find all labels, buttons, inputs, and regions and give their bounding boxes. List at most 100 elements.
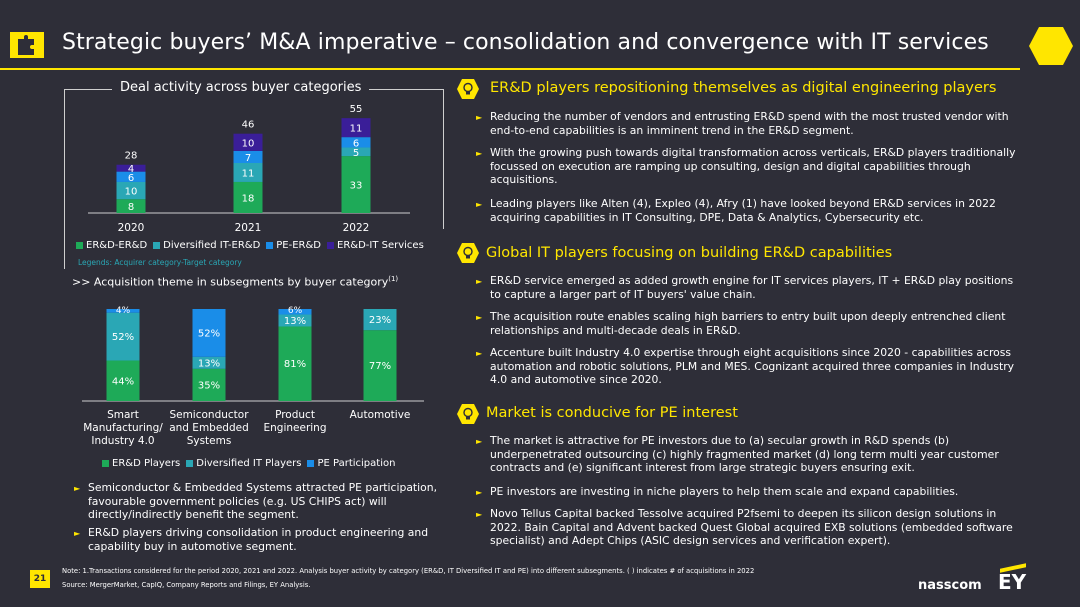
x-tick-label: Systems bbox=[187, 435, 232, 447]
x-tick-label: Semiconductor bbox=[169, 409, 249, 421]
bar-segment bbox=[278, 314, 312, 327]
bar-segment bbox=[278, 326, 312, 401]
bullet-text: PE investors are investing in niche play… bbox=[490, 485, 959, 498]
legend-label: PE-ER&D bbox=[276, 240, 322, 251]
bar-segment bbox=[341, 156, 371, 213]
header-divider bbox=[0, 68, 1020, 70]
title-footnote-ref: (1) bbox=[388, 275, 399, 283]
legend-swatch bbox=[76, 242, 83, 249]
data-label: 13% bbox=[198, 358, 220, 369]
legend-swatch bbox=[102, 460, 109, 467]
total-label: 55 bbox=[350, 104, 363, 115]
legend-swatch bbox=[307, 460, 315, 467]
data-label: 33 bbox=[350, 181, 363, 192]
data-label: 6 bbox=[353, 138, 359, 149]
bar-segment bbox=[233, 150, 263, 163]
bar-segment bbox=[116, 181, 146, 200]
list-item: ► Semiconductor & Embedded Systems attra… bbox=[74, 481, 444, 521]
legend-swatch bbox=[327, 242, 335, 249]
data-label: 11 bbox=[242, 168, 255, 179]
x-tick-label: and Embedded bbox=[169, 422, 249, 434]
x-tick-label: Product bbox=[275, 409, 315, 421]
data-label: 35% bbox=[198, 380, 220, 391]
data-label: 10 bbox=[242, 138, 255, 149]
x-tick-label: Smart bbox=[107, 409, 139, 421]
bar-segment bbox=[341, 137, 371, 148]
bar-segment bbox=[341, 118, 371, 138]
acquisition-chart-title: >> Acquisition theme in subsegments by b… bbox=[72, 275, 398, 289]
bullet-arrow-icon: ► bbox=[476, 149, 483, 158]
total-label: 28 bbox=[125, 151, 138, 162]
acquisition-title-text: >> Acquisition theme in subsegments by b… bbox=[72, 275, 389, 289]
section-heading: Market is conducive for PE interest bbox=[486, 405, 738, 421]
data-label: 81% bbox=[284, 359, 306, 370]
bullet-text: Reducing the number of vendors and entru… bbox=[490, 110, 1009, 137]
bullet-arrow-icon: ► bbox=[476, 113, 483, 122]
x-tick-label: Engineering bbox=[264, 422, 327, 434]
bullet-text: Leading players like Alten (4), Expleo (… bbox=[490, 197, 996, 224]
lightbulb-icon bbox=[457, 403, 479, 425]
bar-segment bbox=[278, 309, 312, 315]
data-label: 4 bbox=[128, 164, 134, 175]
bar-segment bbox=[116, 164, 146, 172]
hexagon-decoration-icon bbox=[1028, 26, 1074, 66]
section-heading: ER&D players repositioning themselves as… bbox=[490, 80, 997, 96]
data-label: 77% bbox=[369, 361, 391, 372]
x-tick-label: Industry 4.0 bbox=[91, 435, 154, 447]
bullet-arrow-icon: ► bbox=[476, 200, 483, 209]
bar-segment bbox=[192, 356, 226, 369]
data-label: 11 bbox=[350, 124, 363, 135]
bullet-text: The market is attractive for PE investor… bbox=[490, 434, 999, 474]
bar-segment bbox=[341, 147, 371, 157]
bar-segment bbox=[106, 309, 140, 313]
data-label: 18 bbox=[242, 193, 255, 204]
bullet-arrow-icon: ► bbox=[476, 488, 483, 497]
legend-label: Diversified IT-ER&D bbox=[163, 240, 261, 251]
data-label: 44% bbox=[112, 376, 134, 387]
bullet-arrow-icon: ► bbox=[74, 484, 81, 493]
page-title: Strategic buyers’ M&A imperative – conso… bbox=[62, 30, 989, 55]
bullet-arrow-icon: ► bbox=[476, 349, 483, 358]
data-label: 13% bbox=[284, 316, 306, 327]
bar-segment bbox=[233, 133, 263, 151]
chart-frame-left bbox=[64, 89, 65, 269]
legend-label: ER&D Players bbox=[112, 458, 181, 469]
bar-segment bbox=[106, 360, 140, 401]
legend-note: Legends: Acquirer category-Target catego… bbox=[78, 258, 242, 267]
data-label: 23% bbox=[369, 315, 391, 326]
legend-label: PE Participation bbox=[317, 458, 396, 469]
bar-segment bbox=[363, 330, 397, 401]
theme-legend: ER&D Players Diversified IT Players PE P… bbox=[102, 458, 395, 469]
bar-segment bbox=[192, 368, 226, 401]
data-label: 8 bbox=[128, 202, 134, 213]
bullet-arrow-icon: ► bbox=[476, 313, 483, 322]
bar-segment bbox=[106, 312, 140, 361]
bullet-text: With the growing push towards digital tr… bbox=[490, 146, 1016, 186]
legend-label: ER&D-IT Services bbox=[337, 240, 424, 251]
data-label: 6 bbox=[128, 173, 134, 184]
lightbulb-icon bbox=[457, 78, 479, 100]
bullet-text: Semiconductor & Embedded Systems attract… bbox=[88, 481, 438, 521]
data-label: 10 bbox=[125, 187, 138, 198]
legend-swatch bbox=[266, 242, 274, 249]
section-heading: Global IT players focusing on building E… bbox=[486, 245, 893, 261]
x-tick-label: 2022 bbox=[343, 222, 370, 234]
data-label: 4% bbox=[116, 306, 131, 316]
bullet-text: The acquisition route enables scaling hi… bbox=[490, 310, 1006, 337]
bullet-arrow-icon: ► bbox=[74, 529, 81, 538]
list-item: ► ER&D players driving consolidation in … bbox=[74, 526, 444, 556]
footnote: Note: 1.Transactions considered for the … bbox=[62, 567, 755, 575]
bar-segment bbox=[116, 199, 146, 213]
legend-label: ER&D-ER&D bbox=[86, 240, 148, 251]
total-label: 46 bbox=[242, 120, 255, 131]
x-tick-label: Automotive bbox=[350, 409, 411, 421]
legend-swatch bbox=[153, 242, 161, 249]
page-number: 21 bbox=[30, 570, 50, 588]
bullet-text: Novo Tellus Capital backed Tessolve acqu… bbox=[490, 507, 1013, 547]
deal-chart-title: Deal activity across buyer categories bbox=[112, 80, 370, 95]
x-tick-label: 2021 bbox=[235, 222, 262, 234]
bullet-arrow-icon: ► bbox=[476, 437, 483, 446]
source-note: Source: MergerMarket, CapIQ, Company Rep… bbox=[62, 581, 311, 589]
